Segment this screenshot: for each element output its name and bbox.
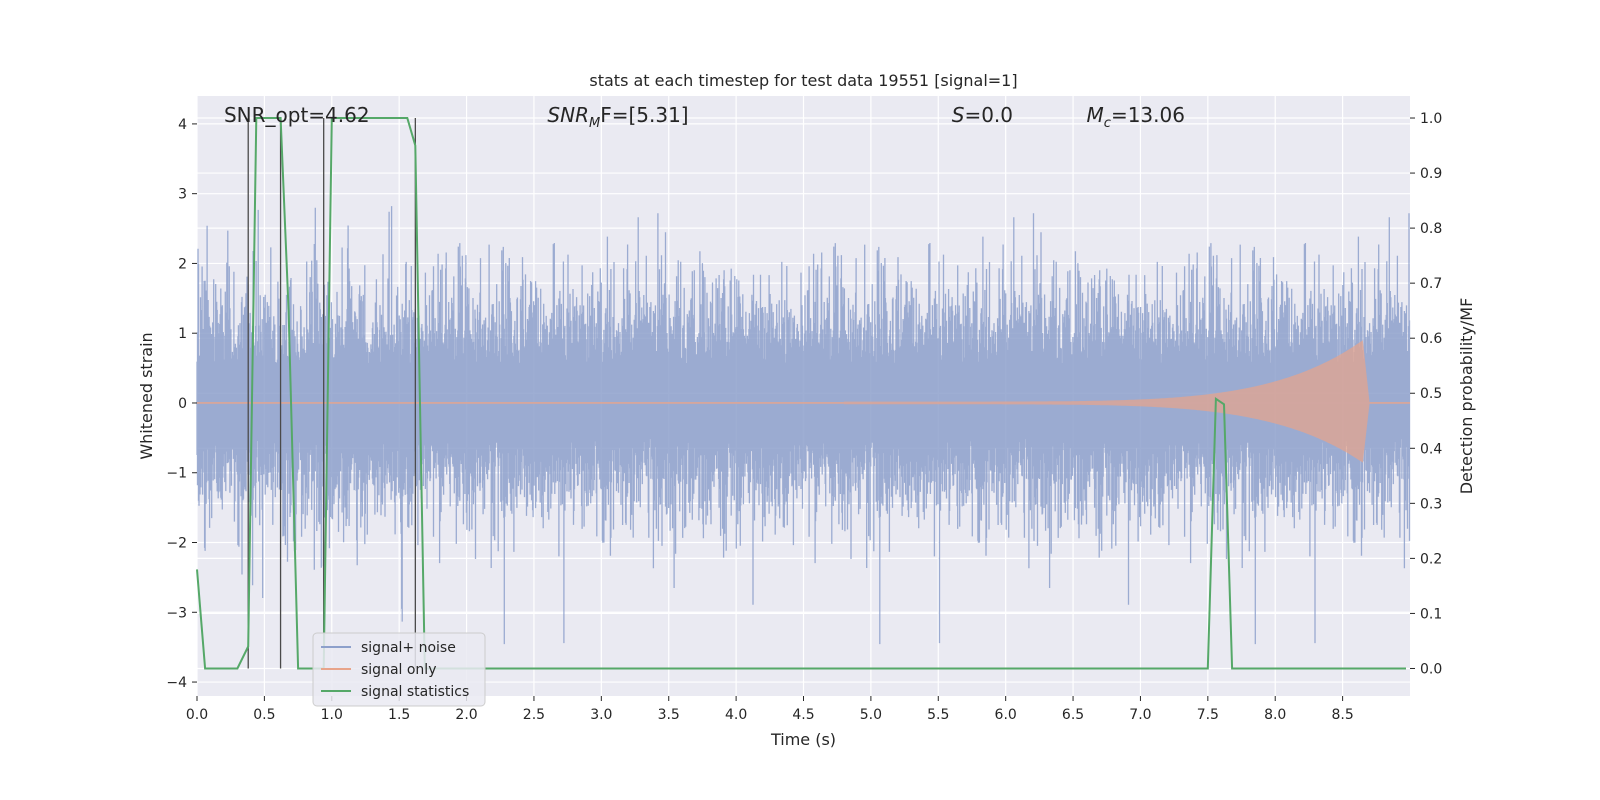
x-axis-label: Time (s): [770, 730, 836, 749]
x-tick-label: 0.5: [253, 707, 275, 723]
x-tick-label: 6.5: [1062, 707, 1084, 723]
annotation-1: SNRMF=[5.31]: [547, 103, 688, 131]
x-tick-label: 1.5: [388, 707, 410, 723]
y-tick-label-left: 3: [178, 187, 187, 203]
chirp-envelope: [843, 340, 1370, 463]
y-tick-label-right: 0.4: [1420, 441, 1442, 457]
y-axis-label-left: Whitened strain: [137, 332, 156, 459]
x-tick-label: 6.0: [995, 707, 1017, 723]
y-tick-label-right: 0.1: [1420, 606, 1442, 622]
y-tick-label-left: 2: [178, 256, 187, 272]
vertical-markers: [247, 118, 416, 669]
y-tick-label-right: 0.0: [1420, 661, 1442, 677]
x-tick-label: 0.0: [186, 707, 208, 723]
y-axis-label-right: Detection probability/MF: [1457, 298, 1476, 495]
annotation-3: Mc=13.06: [1087, 103, 1185, 131]
annotation-0: SNR_opt=4.62: [224, 103, 370, 127]
x-tick-label: 2.5: [523, 707, 545, 723]
axes: 0.0 0.5 1.0 1.5 2.0 2.5 3.0 3.5 4.0 4.5 5.0 5.5 6.0 6…: [166, 111, 1442, 723]
y-tick-label-right: 0.5: [1420, 386, 1442, 402]
legend: signal+ noise signal only signal statistic…: [312, 632, 486, 707]
x-tick-label: 4.0: [725, 707, 747, 723]
legend-entry: signal statistics: [361, 684, 469, 700]
y-tick-label-right: 0.8: [1420, 221, 1442, 237]
x-tick-label: 3.5: [658, 707, 680, 723]
y-tick-label-left: 4: [178, 117, 187, 133]
y-tick-label-left: −2: [166, 536, 187, 552]
x-tick-label: 1.0: [321, 707, 343, 723]
y-tick-label-right: 1.0: [1420, 111, 1442, 127]
x-tick-label: 7.0: [1129, 707, 1151, 723]
legend-entry: signal+ noise: [361, 640, 456, 656]
legend-entry: signal only: [361, 662, 436, 678]
y-tick-label-right: 0.2: [1420, 551, 1442, 567]
x-tick-label: 8.5: [1331, 707, 1353, 723]
y-tick-label-left: 0: [178, 396, 187, 412]
y-tick-label-left: 1: [178, 326, 187, 342]
y-tick-label-left: −4: [166, 675, 187, 691]
legend-box: [312, 632, 486, 707]
chart-title: stats at each timestep for test data 195…: [589, 71, 1017, 90]
y-tick-label-right: 0.6: [1420, 331, 1442, 347]
x-tick-label: 2.0: [455, 707, 477, 723]
y-tick-label-left: −3: [166, 605, 187, 621]
y-tick-label-right: 0.9: [1420, 166, 1442, 182]
x-tick-label: 8.0: [1264, 707, 1286, 723]
y-tick-label-right: 0.3: [1420, 496, 1442, 512]
series-signal-only: [197, 340, 1410, 463]
y-tick-label-right: 0.7: [1420, 276, 1442, 292]
x-tick-label: 5.5: [927, 707, 949, 723]
annotations: SNR_opt=4.62 SNRMF=[5.31] S=0.0 Mc=13.06: [224, 103, 1185, 131]
annotation-2: S=0.0: [952, 103, 1013, 127]
x-tick-label: 3.0: [590, 707, 612, 723]
x-tick-label: 7.5: [1197, 707, 1219, 723]
x-tick-label: 5.0: [860, 707, 882, 723]
y-tick-label-left: −1: [166, 466, 187, 482]
x-tick-label: 4.5: [792, 707, 814, 723]
